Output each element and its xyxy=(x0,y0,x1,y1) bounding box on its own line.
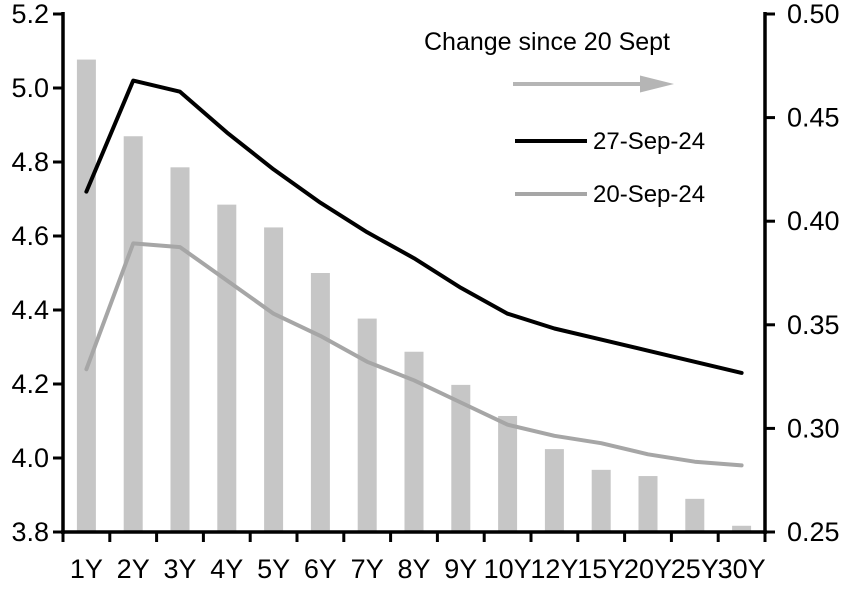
left-axis-tick-label: 4.2 xyxy=(11,369,49,399)
bar-change-1y xyxy=(76,59,96,533)
x-axis-label-5y: 5Y xyxy=(257,554,290,584)
change-arrow-icon xyxy=(513,75,674,93)
bar-change-20y xyxy=(638,476,658,532)
bar-change-9y xyxy=(451,384,471,532)
x-axis-label-8y: 8Y xyxy=(397,554,430,584)
series-line-27-sep-24 xyxy=(84,78,744,375)
bar-change-2y xyxy=(123,136,143,533)
x-axis-label-12y: 12Y xyxy=(530,554,578,584)
bar-change-8y xyxy=(404,351,424,532)
left-axis-tick-label: 4.4 xyxy=(11,295,49,325)
x-axis-label-2y: 2Y xyxy=(117,554,150,584)
bar-change-25y xyxy=(685,498,705,532)
x-axis-label-3y: 3Y xyxy=(163,554,196,584)
bar-change-7y xyxy=(357,318,377,532)
bar-change-4y xyxy=(217,204,237,532)
left-axis-tick-label: 4.0 xyxy=(11,443,49,473)
legend-entry-27-sep: 27-Sep-24 xyxy=(515,128,705,155)
left-axis-tick-label: 5.0 xyxy=(11,73,49,103)
legend: Change since 20 Sept 27-Sep-24 20-Sep-24 xyxy=(424,28,705,208)
bar-change-15y xyxy=(591,469,611,532)
bar-change-12y xyxy=(544,449,564,532)
right-axis-tick-label: 0.25 xyxy=(787,517,840,547)
left-axis-tick-label: 4.6 xyxy=(11,221,49,251)
plot-area: 5.2 5.0 4.8 4.6 4.4 4.2 4.0 3.8 0.50 0.45 0.40 0.35… xyxy=(11,0,839,584)
legend-entry-20-sep: 20-Sep-24 xyxy=(515,181,705,208)
left-axis-tick-label: 5.2 xyxy=(11,0,49,29)
x-axis-label-20y: 20Y xyxy=(624,554,672,584)
x-axis-label-15y: 15Y xyxy=(577,554,625,584)
bar-change-3y xyxy=(170,167,190,532)
x-axis-label-9y: 9Y xyxy=(444,554,477,584)
right-axis-tick-label: 0.40 xyxy=(787,206,840,236)
right-axis-tick-label: 0.50 xyxy=(787,0,840,29)
left-axis-tick-label: 3.8 xyxy=(11,517,49,547)
series-line-20-sep-24 xyxy=(84,241,744,468)
bar-change-6y xyxy=(310,273,330,532)
x-axis-label-6y: 6Y xyxy=(304,554,337,584)
x-axis-label-25y: 25Y xyxy=(671,554,719,584)
bar-change-5y xyxy=(264,227,284,532)
x-axis-label-7y: 7Y xyxy=(351,554,384,584)
left-axis-tick-label: 4.8 xyxy=(11,147,49,177)
legend-title: Change since 20 Sept xyxy=(424,28,670,56)
bar-change-30y xyxy=(732,525,752,532)
x-axis-label-1y: 1Y xyxy=(70,554,103,584)
right-axis-tick-label: 0.35 xyxy=(787,310,840,340)
x-axis-label-4y: 4Y xyxy=(210,554,243,584)
x-axis-label-10y: 10Y xyxy=(484,554,532,584)
legend-label-20-sep: 20-Sep-24 xyxy=(593,181,705,208)
right-axis-tick-label: 0.30 xyxy=(787,413,840,443)
bar-change-10y xyxy=(498,415,518,532)
change-arrow-head xyxy=(640,75,674,93)
right-axis-tick-label: 0.45 xyxy=(787,103,840,133)
x-axis-label-30y: 30Y xyxy=(718,554,766,584)
legend-label-27-sep: 27-Sep-24 xyxy=(593,128,705,155)
